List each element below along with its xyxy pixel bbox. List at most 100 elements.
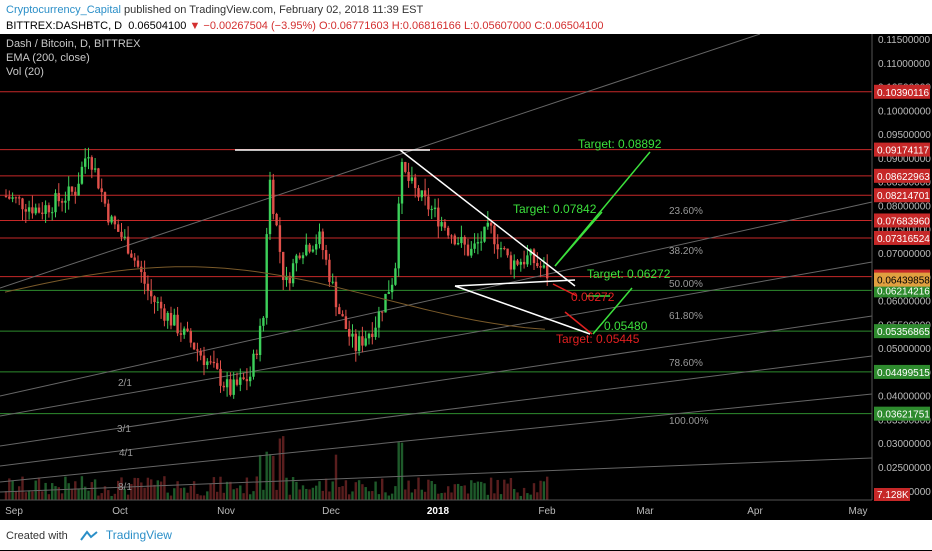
candle-body bbox=[489, 222, 493, 226]
candle-body bbox=[84, 158, 87, 167]
resistance-level-label-bg bbox=[874, 168, 930, 183]
candle-body bbox=[34, 207, 37, 214]
candle-body bbox=[103, 192, 107, 204]
volume-bar bbox=[387, 495, 390, 500]
volume-bar bbox=[546, 476, 549, 500]
price-tick-label: 0.06000000 bbox=[878, 297, 931, 308]
gann-fan-label: 4/1 bbox=[119, 448, 133, 459]
ticker-last: 0.06504100 bbox=[128, 20, 187, 32]
volume-bar bbox=[74, 481, 77, 500]
volume-bar bbox=[460, 485, 463, 500]
volume-bar bbox=[77, 488, 80, 500]
fib-level-label: 78.60% bbox=[669, 358, 703, 369]
volume-bar bbox=[354, 482, 357, 500]
down-target-label-1: 0.06272 bbox=[571, 290, 615, 304]
candle-body bbox=[532, 249, 536, 264]
time-axis: Sep Oct Nov Dec 2018 Feb Mar Apr May bbox=[0, 499, 872, 520]
price-axis: 0.115000000.110000000.105000000.10000000… bbox=[871, 34, 932, 520]
chart-canvas[interactable]: Target: 0.08892 Target: 0.07842 Target: 0.… bbox=[0, 33, 932, 520]
candle-body bbox=[357, 336, 361, 351]
candle-body bbox=[539, 266, 542, 268]
gann-fan-line bbox=[0, 393, 873, 483]
candle-body bbox=[374, 327, 377, 337]
candle-body bbox=[153, 296, 156, 303]
candle-body bbox=[397, 203, 400, 269]
volume-bar bbox=[447, 486, 450, 500]
candle-body bbox=[225, 379, 229, 388]
volume-bar bbox=[209, 483, 212, 500]
candle-body bbox=[301, 255, 305, 259]
volume-bar bbox=[117, 480, 120, 500]
candle-body bbox=[262, 317, 265, 326]
resistance-level-label: 0.10390116 bbox=[877, 88, 930, 99]
candle-body bbox=[176, 314, 179, 334]
support-level-label: 0.03621751 bbox=[877, 410, 930, 421]
volume-bar bbox=[37, 477, 41, 500]
candle-body bbox=[107, 203, 110, 223]
support-level-label: 0.04499515 bbox=[877, 368, 930, 379]
candle-body bbox=[232, 379, 235, 395]
candle-body bbox=[404, 162, 407, 172]
candle-body bbox=[440, 222, 443, 227]
volume-bar bbox=[186, 492, 189, 500]
volume-bar bbox=[361, 484, 364, 500]
volume-bar bbox=[423, 491, 427, 500]
time-label: Oct bbox=[112, 506, 128, 517]
volume-bar bbox=[357, 480, 361, 500]
candle-body bbox=[166, 312, 169, 321]
price-tick-label: 0.02500000 bbox=[878, 463, 931, 474]
target-arrow bbox=[554, 211, 603, 267]
gann-fan-line bbox=[0, 261, 873, 417]
candle-body bbox=[24, 209, 27, 212]
legend-ema[interactable]: EMA (200, close) bbox=[6, 52, 90, 64]
volume-bar bbox=[532, 483, 536, 500]
candle-body bbox=[57, 193, 60, 202]
candle-body bbox=[173, 314, 176, 326]
legend-pair: Dash / Bitcoin, D, BITTREX bbox=[6, 38, 141, 50]
price-tick-label: 0.07000000 bbox=[878, 249, 931, 260]
volume-bar bbox=[351, 491, 354, 500]
time-label: Mar bbox=[636, 506, 654, 517]
price-tick-label: 0.08500000 bbox=[878, 178, 931, 189]
candle-body bbox=[282, 251, 285, 281]
volume-bar bbox=[150, 479, 153, 500]
volume-bar bbox=[397, 442, 400, 500]
legend-vol[interactable]: Vol (20) bbox=[6, 66, 44, 78]
candle-body bbox=[183, 328, 186, 335]
candle-body bbox=[298, 255, 301, 259]
candle-body bbox=[291, 263, 295, 284]
volume-label: 7.128K bbox=[877, 490, 909, 501]
candle-body bbox=[526, 255, 529, 265]
candle-body bbox=[80, 166, 84, 184]
volume-bar bbox=[503, 479, 506, 500]
price-chart[interactable]: Target: 0.08892 Target: 0.07842 Target: 0.… bbox=[0, 33, 932, 520]
candle-body bbox=[93, 168, 97, 170]
volume-bar bbox=[298, 489, 301, 500]
volume-bar bbox=[394, 486, 397, 500]
volume-bar bbox=[344, 480, 348, 500]
volume-bar bbox=[196, 493, 199, 500]
time-label: Nov bbox=[217, 506, 235, 517]
volume-bar bbox=[110, 495, 113, 500]
volume-bar bbox=[179, 488, 183, 500]
ticker-change: −0.00267504 (−3.95%) bbox=[203, 20, 316, 32]
author-link[interactable]: Cryptocurrency_Capital bbox=[6, 4, 121, 16]
candle-body bbox=[338, 307, 341, 315]
candle-body bbox=[308, 244, 311, 252]
volume-bar bbox=[189, 485, 192, 500]
volume-bar bbox=[381, 478, 384, 500]
volume-bar bbox=[41, 491, 44, 500]
volume-bar bbox=[113, 493, 117, 500]
ticker-high: H:0.06816166 bbox=[391, 20, 461, 32]
volume-label-bg bbox=[874, 488, 910, 501]
candle-body bbox=[87, 157, 90, 159]
candle-body bbox=[90, 157, 93, 170]
volume-bar bbox=[324, 478, 328, 500]
candle-body bbox=[285, 275, 288, 281]
time-label: Feb bbox=[538, 506, 556, 517]
volume-bar bbox=[252, 491, 255, 500]
candle-body bbox=[443, 222, 447, 228]
volume-bar bbox=[443, 492, 447, 500]
candle-body bbox=[476, 242, 480, 244]
tradingview-brand[interactable]: TradingView bbox=[105, 528, 172, 542]
